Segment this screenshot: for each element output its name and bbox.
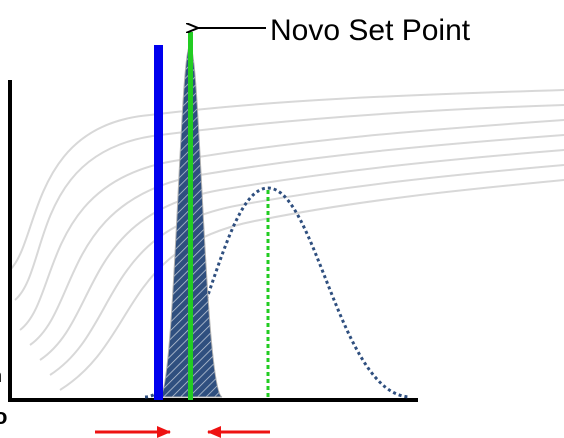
cropped-text: n xyxy=(0,366,2,386)
new-set-point-line xyxy=(188,32,193,400)
annotation: Novo Set Point xyxy=(270,14,471,47)
background-lines xyxy=(9,89,564,391)
limit-line xyxy=(154,45,163,400)
cropped-text: o xyxy=(0,404,7,429)
